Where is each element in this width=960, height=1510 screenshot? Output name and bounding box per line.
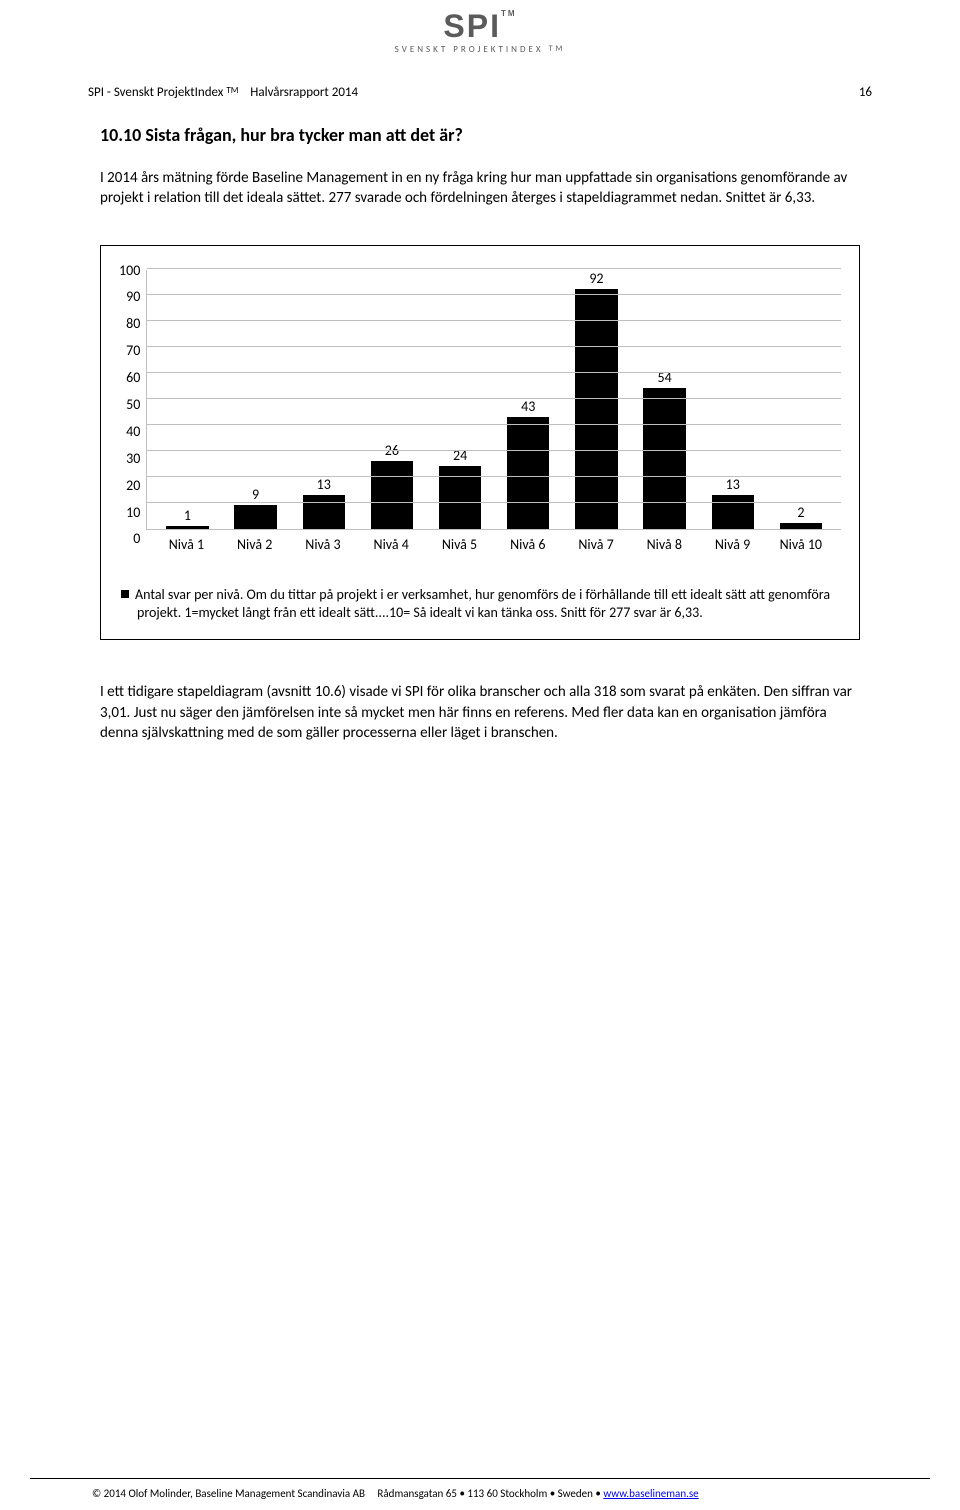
x-tick-label: Nivå 10 — [767, 536, 835, 553]
bar-value-label: 13 — [699, 476, 767, 493]
y-tick-label: 70 — [126, 342, 140, 359]
bar-slot: 26 — [358, 270, 426, 529]
y-tick-label: 0 — [133, 530, 140, 547]
chart-legend: Antal svar per nivå. Om du tittar på pro… — [119, 586, 841, 628]
running-header: SPI - Svenskt ProjektIndex TM Halvårsrap… — [0, 55, 960, 100]
bar-slot: 2 — [767, 270, 835, 529]
logo-sub-text: SVENSKT PROJEKTINDEX — [395, 44, 544, 55]
y-tick-label: 10 — [126, 504, 140, 521]
y-axis: 1009080706050403020100 — [119, 262, 146, 548]
bar-slot: 92 — [562, 270, 630, 529]
y-tick-label: 30 — [126, 450, 140, 467]
gridline — [147, 502, 841, 503]
section-title: 10.10 Sista frågan, hur bra tycker man a… — [100, 124, 860, 146]
bar-chart: 1009080706050403020100 19132624439254132… — [100, 245, 860, 641]
y-tick-label: 20 — [126, 477, 140, 494]
footer-link[interactable]: www.baselineman.se — [603, 1487, 698, 1500]
x-tick-label: Nivå 4 — [357, 536, 425, 553]
bars-container: 19132624439254132 — [147, 270, 841, 529]
y-tick-label: 90 — [126, 288, 140, 305]
y-tick-label: 40 — [126, 423, 140, 440]
logo-main-text: SPI — [443, 8, 501, 44]
bar — [643, 388, 685, 528]
bar — [575, 289, 617, 528]
closing-paragraph: I ett tidigare stapeldiagram (avsnitt 10… — [100, 682, 860, 743]
x-axis: Nivå 1Nivå 2Nivå 3Nivå 4Nivå 5Nivå 6Nivå… — [146, 530, 841, 553]
bar — [234, 505, 276, 528]
y-tick-label: 60 — [126, 369, 140, 386]
bar — [371, 461, 413, 529]
x-tick-label: Nivå 6 — [494, 536, 562, 553]
y-tick-label: 50 — [126, 396, 140, 413]
y-tick-label: 80 — [126, 315, 140, 332]
gridline — [147, 346, 841, 347]
bar-slot: 9 — [221, 270, 289, 529]
bar — [166, 526, 208, 529]
bar-slot: 13 — [699, 270, 767, 529]
header-left: SPI - Svenskt ProjektIndex — [88, 85, 223, 100]
legend-marker-icon — [121, 590, 129, 598]
plot-area: 19132624439254132 — [146, 270, 841, 530]
x-tick-label: Nivå 3 — [289, 536, 357, 553]
intro-paragraph: I 2014 års mätning förde Baseline Manage… — [100, 168, 860, 209]
gridline — [147, 424, 841, 425]
page-footer: © 2014 Olof Molinder, Baseline Managemen… — [30, 1478, 930, 1510]
x-tick-label: Nivå 7 — [562, 536, 630, 553]
bar-slot: 1 — [153, 270, 221, 529]
gridline — [147, 398, 841, 399]
footer-copyright: © 2014 Olof Molinder, Baseline Managemen… — [92, 1487, 365, 1500]
footer-address: Rådmansgatan 65 • 113 60 Stockholm • Swe… — [377, 1487, 600, 1500]
bar-slot: 13 — [290, 270, 358, 529]
x-tick-label: Nivå 9 — [698, 536, 766, 553]
gridline — [147, 372, 841, 373]
bar-value-label: 92 — [562, 270, 630, 287]
bar-slot: 43 — [494, 270, 562, 529]
bar — [507, 417, 549, 529]
x-tick-label: Nivå 2 — [221, 536, 289, 553]
gridline — [147, 450, 841, 451]
bar-value-label: 43 — [494, 398, 562, 415]
gridline — [147, 476, 841, 477]
bar — [303, 495, 345, 529]
logo-sub-tm: TM — [549, 44, 566, 54]
gridline — [147, 268, 841, 269]
bar-slot: 54 — [631, 270, 699, 529]
x-tick-label: Nivå 8 — [630, 536, 698, 553]
logo-tm: TM — [501, 9, 517, 18]
gridline — [147, 294, 841, 295]
bar-value-label: 1 — [153, 507, 221, 524]
gridline — [147, 320, 841, 321]
page-number: 16 — [859, 85, 872, 100]
x-tick-label: Nivå 1 — [152, 536, 220, 553]
x-tick-label: Nivå 5 — [425, 536, 493, 553]
bar-value-label: 13 — [290, 476, 358, 493]
bar-value-label: 2 — [767, 504, 835, 521]
header-mid: Halvårsrapport 2014 — [250, 85, 358, 100]
header-tm: TM — [226, 85, 238, 96]
bar — [712, 495, 754, 529]
y-tick-label: 100 — [119, 262, 140, 279]
bar — [780, 523, 822, 528]
bar-slot: 24 — [426, 270, 494, 529]
brand-logo: SPITM SVENSKT PROJEKTINDEX TM — [0, 0, 960, 55]
legend-text: Antal svar per nivå. Om du tittar på pro… — [135, 586, 830, 622]
